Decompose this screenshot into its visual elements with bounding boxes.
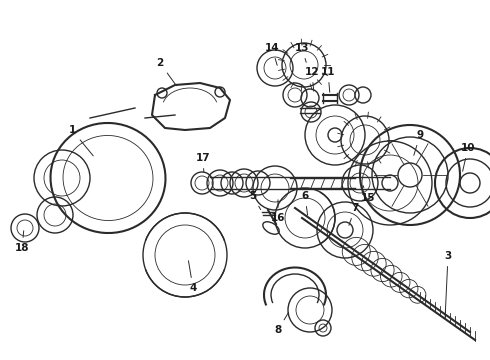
Text: 10: 10 (461, 143, 475, 171)
Text: 11: 11 (321, 67, 335, 92)
Text: 1: 1 (69, 125, 93, 156)
Text: 14: 14 (265, 43, 279, 66)
Text: 3: 3 (444, 251, 452, 317)
Text: 17: 17 (196, 153, 210, 172)
Text: 7: 7 (349, 203, 359, 225)
Text: 13: 13 (295, 43, 309, 62)
Text: 6: 6 (301, 191, 309, 215)
Text: 12: 12 (305, 67, 319, 91)
Text: 2: 2 (156, 58, 176, 86)
Text: 4: 4 (189, 261, 196, 293)
Text: 18: 18 (15, 231, 29, 253)
Text: 15: 15 (361, 186, 375, 203)
Text: 5: 5 (249, 191, 261, 210)
Text: 9: 9 (414, 130, 423, 156)
Text: 16: 16 (271, 200, 285, 223)
Text: 8: 8 (274, 312, 289, 335)
